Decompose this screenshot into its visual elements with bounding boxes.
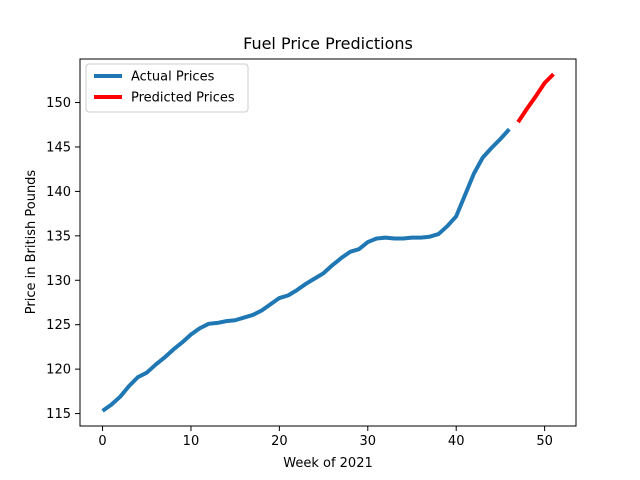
y-tick-label-150: 150 <box>46 96 71 111</box>
chart-title: Fuel Price Predictions <box>243 34 413 53</box>
y-tick-label-120: 120 <box>46 363 71 378</box>
legend: Actual Prices Predicted Prices <box>85 63 249 113</box>
series-line-actual <box>101 127 511 413</box>
y-tick-label-140: 140 <box>46 185 71 200</box>
series-line-predicted <box>516 72 555 124</box>
y-tick-label-115: 115 <box>46 407 71 422</box>
y-tick-label-135: 135 <box>46 229 71 244</box>
legend-label-actual: Actual Prices <box>131 70 215 85</box>
x-tick-label-0: 0 <box>98 434 106 449</box>
plot-area: 0 10 20 30 40 50 115 120 125 130 135 140 145 150 <box>46 58 577 449</box>
y-tick-label-125: 125 <box>46 318 71 333</box>
x-tick-label-30: 30 <box>360 434 377 449</box>
x-tick-label-10: 10 <box>183 434 200 449</box>
y-tick-label-145: 145 <box>46 140 71 155</box>
x-axis-title: Week of 2021 <box>283 456 373 471</box>
legend-frame <box>85 63 249 113</box>
legend-label-predicted: Predicted Prices <box>131 91 235 106</box>
y-axis-title: Price in British Pounds <box>24 170 39 315</box>
axes-frame <box>79 58 577 427</box>
x-tick-label-40: 40 <box>448 434 465 449</box>
x-tick-label-50: 50 <box>536 434 553 449</box>
y-tick-label-130: 130 <box>46 274 71 289</box>
x-tick-label-20: 20 <box>271 434 288 449</box>
